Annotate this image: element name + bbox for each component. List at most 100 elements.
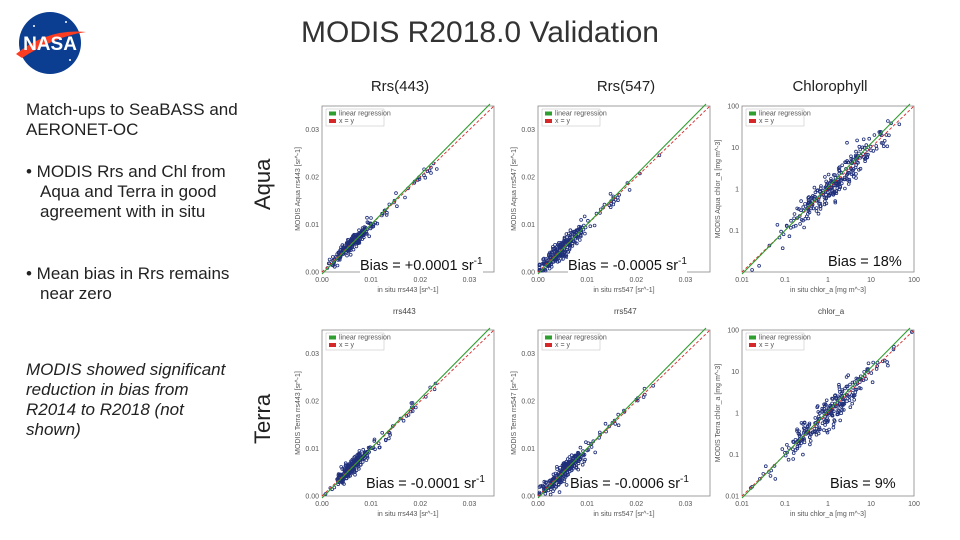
data-point: [582, 459, 587, 464]
data-point: [410, 409, 415, 413]
data-point: [850, 157, 855, 162]
data-point: [763, 464, 768, 469]
data-point: [358, 463, 363, 467]
legend-swatch-one-to-one: [329, 343, 336, 347]
x-tick-label: 1: [826, 501, 830, 508]
data-point: [818, 189, 822, 194]
data-point: [580, 462, 585, 467]
data-point: [834, 191, 839, 195]
data-point: [368, 226, 373, 231]
data-point: [806, 216, 811, 221]
scatter-terra-chlorophyll: 0.01 0.1 1 10 100 0.01 0.1 1 10 100 in situ chlor_…: [712, 322, 922, 526]
data-point: [357, 228, 361, 233]
data-point: [552, 250, 557, 254]
data-point: [352, 232, 356, 237]
data-point: [588, 224, 593, 228]
legend-box: [745, 332, 805, 351]
data-point: [786, 457, 791, 462]
data-point: [791, 451, 796, 455]
data-point: [347, 464, 352, 469]
data-point: [836, 403, 840, 408]
data-point: [348, 253, 353, 257]
data-point: [797, 434, 802, 438]
data-point: [567, 247, 572, 252]
data-point: [843, 386, 847, 391]
regression-line: [741, 327, 911, 499]
data-point: [862, 145, 867, 150]
data-point: [544, 480, 549, 485]
data-point: [810, 195, 814, 200]
legend-swatch-regression: [749, 111, 756, 116]
data-point: [574, 454, 578, 459]
data-point: [578, 445, 583, 450]
sidebar-heading: Match-ups to SeaBASS and AERONET-OC: [26, 100, 238, 139]
data-point: [802, 430, 806, 435]
data-point: [857, 168, 861, 172]
x-tick-label: 0.00: [315, 277, 329, 284]
data-point: [561, 257, 565, 261]
data-point: [378, 445, 382, 450]
data-point: [541, 484, 546, 489]
data-point: [830, 185, 835, 189]
data-point: [829, 177, 833, 181]
data-point: [757, 264, 761, 268]
data-point: [845, 384, 850, 389]
legend-box: [745, 108, 805, 127]
data-point: [795, 206, 799, 211]
sidebar-bullet-2: • Mean bias in Rrs remains near zero: [26, 264, 230, 303]
legend-box: [541, 332, 601, 351]
y-tick-label: 0.00: [305, 494, 319, 501]
data-point: [351, 459, 356, 464]
x-tick-label: 0.03: [679, 501, 693, 508]
data-point: [824, 429, 829, 433]
data-point: [576, 461, 581, 466]
data-point: [807, 200, 811, 204]
data-point: [578, 225, 583, 229]
data-point: [897, 122, 902, 127]
data-point: [616, 423, 621, 427]
data-point: [818, 204, 822, 209]
data-point: [427, 168, 432, 173]
data-point: [861, 137, 866, 142]
x-axis-label: in situ rrs547 [sr^-1]: [593, 511, 654, 518]
data-point: [555, 465, 559, 469]
data-point: [858, 147, 863, 152]
data-point: [779, 229, 783, 234]
x-tick-label: 0.02: [413, 277, 427, 284]
data-point: [560, 252, 564, 257]
data-point: [332, 265, 337, 269]
data-point: [558, 480, 563, 484]
scatter-aqua-chlorophyll: 0.01 0.1 1 10 100 0.1 1 10 100 in situ chlor_a [m…: [712, 98, 922, 302]
data-point: [827, 193, 832, 198]
data-point: [575, 234, 580, 239]
data-point: [351, 234, 356, 239]
data-point: [808, 442, 812, 447]
data-point: [349, 471, 353, 476]
data-point: [340, 467, 344, 471]
legend-swatch-one-to-one: [329, 119, 336, 123]
data-point: [363, 452, 367, 457]
data-point: [798, 222, 802, 226]
data-point: [809, 206, 813, 211]
data-point: [807, 421, 812, 426]
data-point: [872, 133, 877, 137]
data-point: [558, 468, 563, 473]
y-axis-label: MODIS Terra rrs547 [sr^-1]: [511, 371, 518, 455]
sidebar-bullet-1: • MODIS Rrs and Chl from Aqua and Terra …: [26, 162, 226, 221]
x-axis-label: in situ rrs443 [sr^-1]: [377, 511, 438, 518]
data-point: [787, 234, 792, 239]
data-point: [616, 412, 620, 417]
regression-line: [321, 103, 491, 275]
data-point: [824, 179, 828, 184]
legend-entry: linear regression: [759, 111, 811, 118]
data-point: [567, 243, 571, 248]
data-point: [638, 171, 642, 176]
data-point: [797, 214, 802, 218]
y-tick-label: 0.01: [521, 446, 535, 453]
data-point: [806, 212, 810, 216]
y-axis-label: MODIS Terra rrs443 [sr^-1]: [295, 371, 302, 455]
data-point: [845, 176, 849, 181]
data-point: [750, 268, 754, 272]
data-point: [555, 256, 560, 261]
